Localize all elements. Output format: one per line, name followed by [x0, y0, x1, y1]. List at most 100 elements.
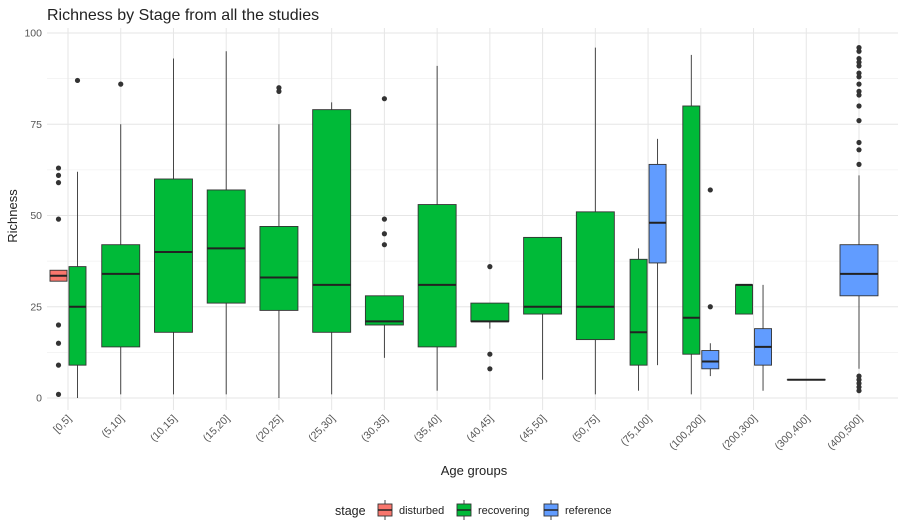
outlier-point — [856, 103, 862, 109]
outlier-point — [856, 118, 862, 124]
x-axis-title: Age groups — [441, 463, 508, 478]
box-recovering — [259, 85, 299, 398]
y-axis-title: Richness — [5, 189, 20, 243]
box-disturbed — [49, 165, 68, 397]
legend-label: recovering — [478, 505, 529, 517]
box-recovering — [68, 77, 87, 398]
box-recovering — [364, 96, 404, 358]
outlier-point — [55, 172, 62, 178]
box-body — [364, 295, 404, 326]
legend-label: disturbed — [399, 505, 444, 517]
outlier-point — [856, 380, 862, 386]
box-body — [735, 284, 753, 315]
box-recovering — [523, 236, 563, 380]
outlier-point — [856, 377, 862, 383]
box-body — [259, 225, 299, 311]
outlier-point — [118, 81, 124, 87]
y-tick-label: 50 — [30, 210, 42, 222]
box-body — [470, 302, 510, 322]
x-tick-label: (75,100] — [618, 413, 654, 449]
box-body — [101, 244, 141, 348]
x-tick-label: (300,400] — [773, 413, 813, 453]
box-recovering — [101, 81, 141, 395]
legend-title: stage — [335, 504, 366, 518]
outlier-point — [856, 70, 862, 76]
box-recovering — [735, 283, 753, 315]
box-body — [523, 236, 563, 315]
x-tick-label: (5,10] — [99, 413, 127, 441]
x-tick-label: (45,50] — [517, 413, 549, 445]
x-axis-ticks: [0,5] (5,10] (10,15] (15,20] (20,25] (25,30] (… — [51, 413, 865, 453]
outlier-point — [276, 85, 282, 91]
x-tick-label: (200,300] — [720, 413, 760, 453]
x-tick-label: (400,500] — [825, 413, 865, 453]
box-recovering — [682, 54, 701, 395]
outlier-point — [856, 63, 862, 69]
outlier-point — [55, 322, 62, 328]
box-body — [701, 350, 720, 370]
outlier-point — [487, 351, 493, 357]
box-body — [312, 109, 352, 333]
box-body — [417, 204, 457, 348]
box-body — [68, 266, 87, 366]
outlier-point — [856, 81, 862, 87]
box-body — [154, 178, 193, 333]
outlier-point — [55, 340, 62, 346]
x-tick-label: (50,75] — [570, 413, 602, 445]
outlier-point — [74, 77, 81, 84]
x-tick-label: (100,200] — [667, 413, 707, 453]
box-body — [206, 189, 246, 304]
outlier-point — [856, 161, 862, 167]
outlier-point — [381, 242, 387, 248]
x-tick-label: (30,35] — [359, 413, 391, 445]
outlier-point — [381, 231, 387, 237]
outlier-point — [55, 216, 62, 222]
outlier-point — [856, 74, 862, 80]
x-tick-label: (20,25] — [253, 413, 285, 445]
box-body — [575, 211, 615, 341]
outlier-point — [487, 264, 493, 270]
outlier-point — [381, 216, 387, 222]
box-reference — [648, 138, 667, 366]
outlier-point — [856, 147, 862, 153]
box-recovering — [417, 65, 457, 391]
outlier-point — [856, 45, 862, 51]
outlier-point — [856, 59, 862, 65]
legend-entry-recovering: recovering — [456, 500, 529, 520]
box-body — [629, 258, 648, 366]
box-recovering — [312, 102, 352, 395]
outlier-point — [487, 366, 493, 372]
legend-label: reference — [565, 505, 611, 517]
box-recovering — [470, 264, 510, 372]
box-recovering — [206, 51, 246, 395]
legend: stage disturbed recovering reference — [335, 500, 611, 520]
outlier-point — [55, 362, 62, 368]
outlier-point — [856, 48, 862, 54]
box-recovering — [575, 47, 615, 395]
box-reference — [701, 187, 720, 377]
x-tick-label: [0,5] — [51, 413, 74, 436]
outlier-point — [856, 139, 862, 146]
x-tick-label: (15,20] — [201, 413, 233, 445]
outlier-point — [856, 88, 862, 94]
x-tick-label: (25,30] — [306, 413, 338, 445]
outlier-point — [856, 388, 862, 394]
x-tick-label: (40,45] — [464, 413, 496, 445]
outlier-point — [856, 373, 862, 379]
box-recovering — [629, 248, 648, 391]
outlier-point — [856, 92, 862, 98]
outlier-point — [55, 165, 62, 171]
chart-title: Richness by Stage from all the studies — [47, 7, 319, 24]
outlier-point — [55, 391, 62, 397]
box-reference — [839, 45, 879, 394]
box-body — [648, 163, 667, 264]
outlier-point — [707, 187, 713, 193]
box-body — [839, 244, 879, 297]
outlier-point — [856, 384, 862, 390]
box-body — [682, 105, 701, 355]
x-tick-label: (35,40] — [412, 413, 444, 445]
box-recovering — [154, 58, 193, 395]
boxes — [49, 45, 879, 398]
outlier-point — [856, 55, 862, 62]
